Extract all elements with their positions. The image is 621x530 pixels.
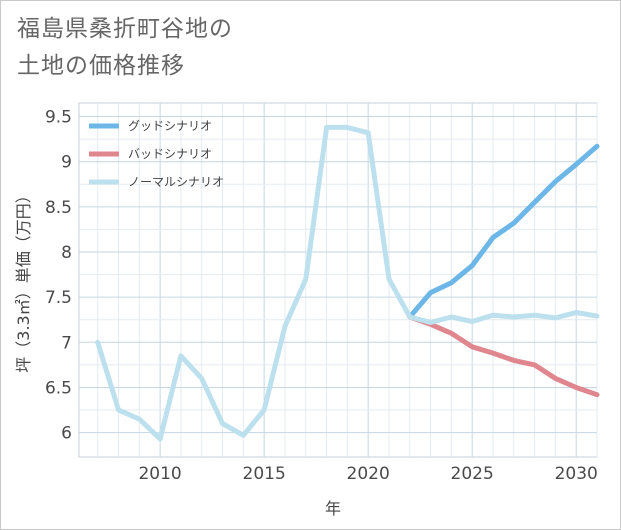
x-axis-label: 年 xyxy=(325,499,341,518)
y-tick-label: 6 xyxy=(61,424,72,444)
x-tick-label: 2030 xyxy=(555,464,598,484)
y-tick-label: 9 xyxy=(61,153,72,173)
series-line-2 xyxy=(407,314,600,398)
legend-label: バッドシナリオ xyxy=(128,147,212,161)
x-tick-label: 2010 xyxy=(138,464,181,484)
y-tick-label: 7.5 xyxy=(45,288,72,308)
series-layer xyxy=(95,124,600,442)
chart-title: 福島県桑折町谷地の 土地の価格推移 xyxy=(17,11,233,85)
x-tick-label: 2020 xyxy=(347,464,390,484)
x-tick-label: 2025 xyxy=(451,464,494,484)
chart-title-line-2: 土地の価格推移 xyxy=(17,53,185,79)
legend-label: グッドシナリオ xyxy=(128,119,212,133)
y-tick-label: 8 xyxy=(61,243,72,263)
series-line-3 xyxy=(95,124,600,442)
y-tick-label: 7 xyxy=(61,333,72,353)
x-tick-labels: 2010 2015 2020 2025 2030 xyxy=(138,464,597,484)
y-axis-label: 坪（3.3㎡）単価（万円） xyxy=(14,187,33,372)
series-line-1 xyxy=(407,143,600,320)
y-tick-label: 6.5 xyxy=(45,378,72,398)
y-tick-labels: 6 6.5 7 7.5 8 8.5 9 9.5 xyxy=(45,108,72,444)
x-tick-label: 2015 xyxy=(243,464,286,484)
y-tick-label: 8.5 xyxy=(45,198,72,218)
y-tick-label: 9.5 xyxy=(45,108,72,128)
legend-label: ノーマルシナリオ xyxy=(128,175,224,189)
chart-title-line-1: 福島県桑折町谷地の xyxy=(17,16,233,42)
